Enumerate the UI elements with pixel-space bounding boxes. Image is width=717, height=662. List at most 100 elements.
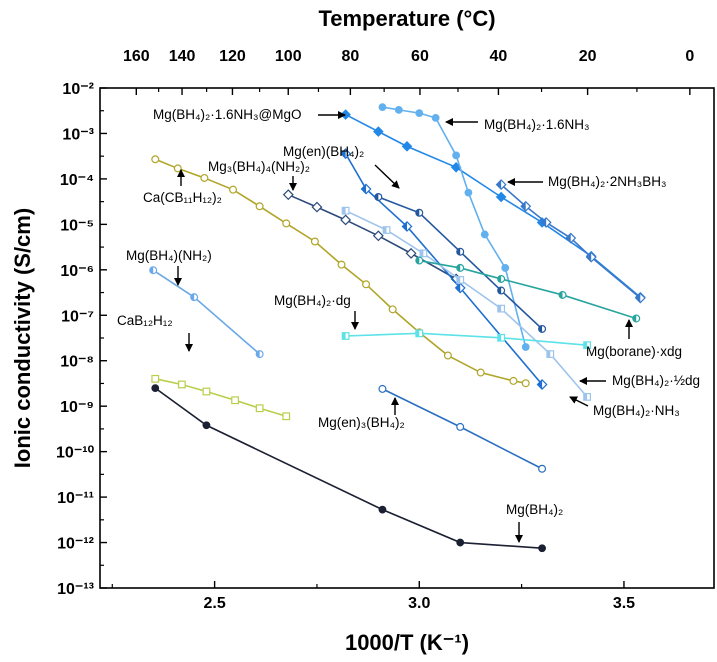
x2-tick-label: 80 <box>341 48 359 65</box>
annotation-label: Ca(CB₁₁H₁₂)₂ <box>143 190 222 205</box>
annotation-ca-cb11h12-2: Ca(CB₁₁H₁₂)₂ <box>143 169 222 205</box>
data-point-fill <box>521 201 526 211</box>
data-point <box>173 164 182 173</box>
annotation-arrow <box>374 164 400 189</box>
data-point-fill <box>361 184 367 194</box>
x-axis-title: 1000/T (K⁻¹) <box>345 630 469 655</box>
data-point <box>521 379 530 388</box>
data-point-fill <box>256 350 260 358</box>
annotation-label: Mg(en)₃(BH₄)₂ <box>318 415 405 430</box>
annotation-label: Mg(borane)·xdg <box>586 344 682 359</box>
data-point <box>311 201 323 213</box>
series-line <box>500 183 641 299</box>
data-point-fill <box>496 179 502 190</box>
data-point-fill <box>497 305 502 312</box>
annotation-mg-bh4-2-nh3: Mg(BH₄)₂·NH₃ <box>569 396 680 418</box>
data-point-fill <box>586 252 592 262</box>
series-mg3-bh4-4-nh2-2 <box>282 189 462 285</box>
data-point <box>452 151 461 160</box>
data-point <box>394 105 403 114</box>
y-tick-label: 10⁻¹² <box>57 536 94 553</box>
y-axis-title: Ionic conductivity (S/cm) <box>10 208 35 468</box>
x2-tick-label: 100 <box>275 48 302 65</box>
series-mg-en-3-bh4-2 <box>378 384 547 473</box>
data-point-fill <box>456 248 461 256</box>
series-line <box>419 259 637 320</box>
data-point <box>151 155 160 164</box>
y-tick-label: 10⁻⁶ <box>60 263 94 280</box>
x-tick-label: 3.5 <box>613 595 635 612</box>
data-point <box>282 219 291 228</box>
series-mg-bh4-2-16nh3-mgo <box>340 109 646 303</box>
data-point-fill <box>415 330 420 337</box>
data-point-fill <box>374 193 379 201</box>
series-mg-en-bh4-2 <box>340 148 548 390</box>
data-point <box>151 374 160 383</box>
annotation-layer: Mg(BH₄)₂·1.6NH₃@MgO Mg(BH₄)₂·1.6NH₃ Mg(en)… <box>117 107 700 543</box>
annotation-label: Mg(BH₄)₂·2NH₃BH₃ <box>548 174 667 189</box>
data-point-fill <box>402 221 407 232</box>
data-point <box>202 387 211 396</box>
annotation-mg3-bh4-4-nh2-2: Mg₃(BH₄)₄(NH₂)₂ <box>208 159 310 191</box>
data-point-fill <box>342 332 346 340</box>
data-point-fill <box>149 266 154 274</box>
series-mg-borane-xdg <box>415 256 641 323</box>
series-ca-cb11h12-2 <box>151 155 530 388</box>
data-point-fill <box>559 291 563 299</box>
x2-tick-label: 40 <box>490 48 508 65</box>
series-mg-bh4-2-half-dg <box>374 192 547 333</box>
series-line <box>155 378 287 418</box>
data-point-fill <box>342 207 346 214</box>
series-line <box>154 387 543 550</box>
x2-axis-title: Temperature (°C) <box>318 6 495 31</box>
data-point-fill <box>497 334 502 342</box>
data-point <box>443 351 452 360</box>
y-tick-label: 10⁻¹¹ <box>57 490 94 507</box>
data-point <box>200 173 209 182</box>
y-tick-label: 10⁻⁵ <box>60 217 94 234</box>
annotation-mg-bh4-2-2nh3bh3: Mg(BH₄)₂·2NH₃BH₃ <box>507 174 667 189</box>
y-tick-label: 10⁻¹⁰ <box>56 445 95 462</box>
data-point-fill <box>632 315 637 322</box>
axes-layer: 2.5 3.0 3.5 10⁻² 10⁻³ 10⁻⁴ 10⁻⁵ 10⁻⁶ 10⁻⁷ 10⁻⁸ 10⁻… <box>56 48 694 612</box>
annotation-mg-bh4-2-16nh3-mgo: Mg(BH₄)₂·1.6NH₃@MgO <box>153 107 346 122</box>
annotation-label: Mg(en)(BH₄)₂ <box>283 144 364 159</box>
data-point-fill <box>190 293 195 301</box>
x2-tick-label: 160 <box>123 48 150 65</box>
annotation-mg-bh4-2-half-dg: Mg(BH₄)₂·½dg <box>579 373 700 388</box>
data-point-fill <box>456 276 461 284</box>
plot-frame <box>99 87 715 589</box>
x2-tick-label: 20 <box>579 48 597 65</box>
annotation-label: Mg(BH₄)₂·1.6NH₃ <box>484 117 590 132</box>
y-tick-label: 10⁻⁸ <box>60 354 94 371</box>
data-point <box>310 237 319 246</box>
data-point <box>401 141 413 152</box>
x-tick-label: 3.0 <box>408 595 430 612</box>
series-mg-bh4-nh2 <box>149 266 264 359</box>
data-point <box>231 396 239 405</box>
annotation-arrow <box>569 396 589 407</box>
annotation-mg-bh4-nh2: Mg(BH₄)(NH₂) <box>126 248 212 286</box>
data-point <box>372 230 384 242</box>
x-tick-label: 2.5 <box>203 595 225 612</box>
series-mg-bh4-2-dg <box>341 329 592 350</box>
data-point <box>480 230 489 239</box>
annotation-mg-borane-xdg: Mg(borane)·xdg <box>586 319 682 359</box>
data-point-fill <box>341 149 346 159</box>
data-point <box>509 376 518 385</box>
annotation-mg-en-bh4-2: Mg(en)(BH₄)₂ <box>283 144 400 189</box>
data-point <box>456 422 465 431</box>
annotation-label: CaB₁₂H₁₂ <box>117 313 173 328</box>
series-line <box>378 196 543 330</box>
data-point <box>415 109 424 118</box>
data-point-fill <box>538 325 543 333</box>
data-point-fill <box>546 350 551 358</box>
annotation-label: Mg(BH₄)₂·NH₃ <box>593 403 680 418</box>
series-mg-bh4-2 <box>151 384 546 553</box>
y-tick-label: 10⁻² <box>62 81 94 98</box>
annotation-mg-bh4-2: Mg(BH₄)₂ <box>506 502 563 543</box>
data-point <box>521 343 530 351</box>
data-point-fill <box>420 250 424 257</box>
data-point <box>229 185 238 194</box>
